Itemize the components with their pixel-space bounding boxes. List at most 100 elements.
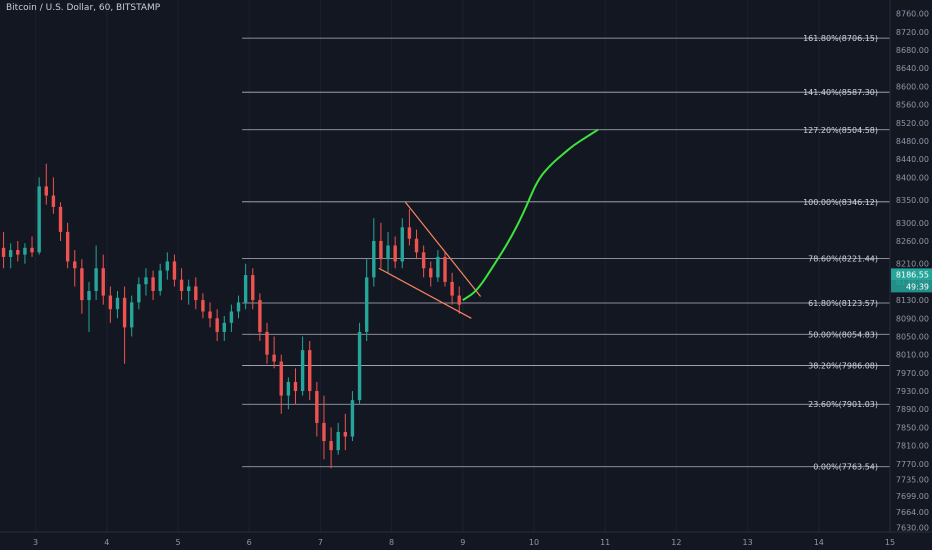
fib-level-label: 78.60%(8221.44) [808, 255, 878, 264]
fib-level-label: 0.00%(7763.54) [813, 463, 878, 472]
fib-level-label: 127.20%(8504.58) [803, 126, 878, 135]
price-tick-label: 8520.00 [896, 119, 929, 128]
chart-title: Bitcoin / U.S. Dollar, 60, BITSTAMP [6, 3, 160, 13]
candle-body [45, 186, 48, 195]
time-tick-label: 6 [247, 538, 252, 547]
candle-body [215, 318, 218, 332]
candle-body [386, 246, 389, 260]
price-tick-label: 8260.00 [896, 237, 929, 246]
axis-badges: 8186.55 49:39 [891, 268, 932, 292]
candle-body [201, 300, 204, 311]
candle-body [458, 296, 461, 305]
candle-body [37, 186, 40, 252]
time-tick-label: 8 [389, 538, 394, 547]
time-tick-label: 7 [318, 538, 323, 547]
candle-body [344, 432, 347, 437]
candle-body [30, 248, 33, 253]
last-price-label: 8186.55 [896, 270, 929, 279]
price-tick-label: 8010.00 [896, 351, 929, 360]
candle-body [429, 268, 432, 277]
price-tick-label: 7735.00 [896, 476, 929, 485]
candle-body [109, 296, 112, 310]
candle-body [251, 275, 254, 300]
price-tick-label: 7850.00 [896, 423, 929, 432]
candle-body [52, 196, 55, 207]
price-tick-label: 8090.00 [896, 314, 929, 323]
price-tick-label: 7810.00 [896, 442, 929, 451]
candle-body [272, 355, 275, 362]
price-tick-label: 8760.00 [896, 10, 929, 19]
time-tick-label: 15 [885, 538, 895, 547]
fib-level-label: 161.80%(8706.15) [803, 34, 878, 43]
fib-level-label: 23.60%(7901.03) [808, 400, 878, 409]
countdown-label: 49:39 [906, 282, 929, 291]
price-tick-label: 8300.00 [896, 219, 929, 228]
candle-body [358, 332, 361, 400]
price-tick-label: 8130.00 [896, 296, 929, 305]
candle-body [301, 350, 304, 391]
candle-body [287, 382, 290, 396]
fib-level-label: 141.40%(8587.30) [803, 88, 878, 97]
candle-body [194, 286, 197, 300]
candle-body [315, 391, 318, 423]
candle-body [180, 280, 183, 291]
candle-body [16, 250, 19, 255]
price-tick-label: 8600.00 [896, 82, 929, 91]
price-tick-label: 8720.00 [896, 28, 929, 37]
price-tick-label: 8640.00 [896, 64, 929, 73]
candle-body [372, 241, 375, 277]
candle-body [223, 323, 226, 332]
candle-body [73, 261, 76, 268]
candle-body [230, 311, 233, 322]
time-tick-label: 4 [104, 538, 109, 547]
candle-body [415, 239, 418, 253]
candle-body [2, 248, 5, 257]
price-tick-label: 8560.00 [896, 101, 929, 110]
time-tick-label: 10 [529, 538, 539, 547]
candle-body [258, 300, 261, 332]
time-tick-label: 3 [33, 538, 38, 547]
candle-body [59, 207, 62, 232]
candle-body [137, 284, 140, 302]
candle-body [450, 282, 453, 296]
candle-body [94, 268, 97, 291]
price-tick-label: 7770.00 [896, 460, 929, 469]
candle-body [187, 286, 190, 291]
candle-body [244, 275, 247, 302]
candle-body [379, 241, 382, 259]
candle-body [365, 277, 368, 332]
fib-level-label: 50.00%(8054.83) [808, 330, 878, 339]
price-tick-label: 8400.00 [896, 173, 929, 182]
candle-body [130, 302, 133, 327]
price-tick-label: 7930.00 [896, 387, 929, 396]
candle-body [401, 227, 404, 261]
time-tick-label: 13 [743, 538, 753, 547]
price-tick-label: 8480.00 [896, 137, 929, 146]
price-tick-label: 7630.00 [896, 523, 929, 532]
candle-body [9, 250, 12, 257]
candle-body [144, 277, 147, 284]
fib-level-label: 100.00%(8346.12) [803, 198, 878, 207]
candle-body [208, 311, 211, 318]
candle-body [23, 248, 26, 255]
candle-body [166, 261, 169, 270]
candle-body [173, 261, 176, 279]
candle-body [151, 277, 154, 291]
candle-body [329, 441, 332, 450]
candle-body [393, 246, 396, 262]
candle-body [237, 302, 240, 311]
price-tick-label: 8680.00 [896, 46, 929, 55]
candle-body [351, 400, 354, 436]
candle-body [408, 227, 411, 238]
candle-body [159, 271, 162, 291]
price-tick-label: 7664.00 [896, 508, 929, 517]
price-tick-label: 8350.00 [896, 196, 929, 205]
price-tick-label: 7699.00 [896, 492, 929, 501]
price-tick-label: 7890.00 [896, 405, 929, 414]
candle-body [436, 257, 439, 277]
candle-body [80, 268, 83, 300]
time-tick-label: 9 [460, 538, 465, 547]
time-tick-label: 5 [175, 538, 180, 547]
